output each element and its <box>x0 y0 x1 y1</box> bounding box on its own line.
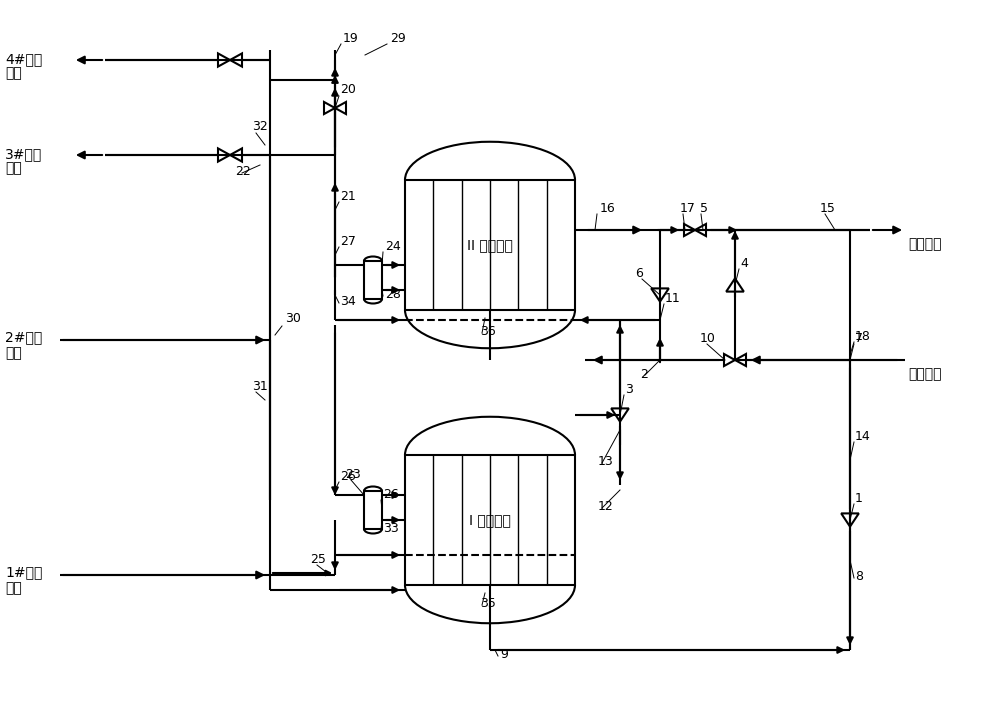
Text: 15: 15 <box>820 202 836 215</box>
Bar <box>364 491 382 529</box>
Text: 蔓汽: 蔓汽 <box>5 66 22 80</box>
Text: 19: 19 <box>343 32 359 45</box>
Text: 16: 16 <box>600 202 616 215</box>
Bar <box>405 455 575 585</box>
Text: 凝液: 凝液 <box>5 581 22 595</box>
Text: 21: 21 <box>340 190 356 203</box>
Text: 28: 28 <box>385 288 401 301</box>
Text: 22: 22 <box>235 165 251 178</box>
Text: I 段反应器: I 段反应器 <box>469 513 511 527</box>
Text: 27: 27 <box>340 235 356 248</box>
Text: 3: 3 <box>625 383 633 396</box>
Text: 11: 11 <box>665 292 681 305</box>
Text: 6: 6 <box>635 267 643 280</box>
Text: 29: 29 <box>390 32 406 45</box>
Text: 32: 32 <box>252 120 268 133</box>
Text: 9: 9 <box>500 648 508 661</box>
Text: II 段反应器: II 段反应器 <box>467 238 513 252</box>
Text: 13: 13 <box>598 455 614 468</box>
Text: 2: 2 <box>640 368 648 381</box>
Text: 蔓汽: 蔓汽 <box>5 161 22 175</box>
Text: 26: 26 <box>383 488 399 501</box>
Text: 7: 7 <box>855 332 863 345</box>
Bar <box>364 261 382 299</box>
Text: 33: 33 <box>383 522 399 535</box>
Text: 2#蔓汽: 2#蔓汽 <box>5 330 42 344</box>
Text: 18: 18 <box>855 330 871 343</box>
Text: 凝液: 凝液 <box>5 346 22 360</box>
Text: 原料进料: 原料进料 <box>908 367 942 381</box>
Text: 8: 8 <box>855 570 863 583</box>
Text: 36: 36 <box>480 325 496 338</box>
Text: 17: 17 <box>680 202 696 215</box>
Text: 25: 25 <box>310 553 326 566</box>
Text: 1: 1 <box>855 492 863 505</box>
Text: 3#低压: 3#低压 <box>5 147 42 161</box>
Bar <box>405 180 575 310</box>
Text: 24: 24 <box>385 240 401 253</box>
Text: 12: 12 <box>598 500 614 513</box>
Text: 4: 4 <box>740 257 748 270</box>
Text: 31: 31 <box>252 380 268 393</box>
Text: 10: 10 <box>700 332 716 345</box>
Text: 26: 26 <box>340 470 356 483</box>
Text: 30: 30 <box>285 312 301 325</box>
Text: 1#蔓汽: 1#蔓汽 <box>5 565 42 579</box>
Text: 产品出料: 产品出料 <box>908 237 942 251</box>
Text: 23: 23 <box>345 468 361 481</box>
Text: 5: 5 <box>700 202 708 215</box>
Text: 4#低压: 4#低压 <box>5 52 42 66</box>
Text: 14: 14 <box>855 430 871 443</box>
Text: 34: 34 <box>340 295 356 308</box>
Text: 35: 35 <box>480 597 496 610</box>
Text: 20: 20 <box>340 83 356 96</box>
